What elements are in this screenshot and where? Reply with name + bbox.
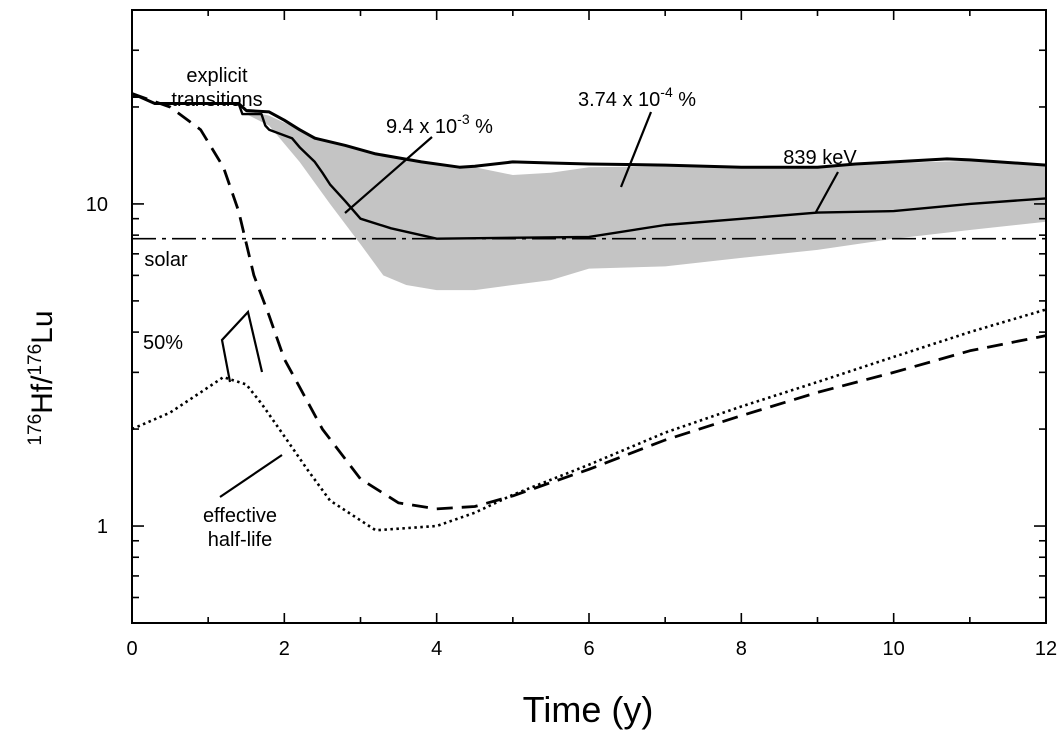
leader-pct1 xyxy=(344,136,433,214)
annotation-ehl-line-0: effective xyxy=(203,505,277,527)
uncertainty-band xyxy=(246,110,1047,291)
annotation-solar: solar xyxy=(144,249,188,271)
y-tick-label: 1 xyxy=(97,516,108,538)
x-tick-label: 4 xyxy=(431,638,442,660)
y-axis-title-sup2: 176 xyxy=(25,344,46,376)
annotation-pct2-base: 3.74 x 10 xyxy=(578,89,660,111)
annotation-pct1-base: 9.4 x 10 xyxy=(386,116,457,138)
x-tick-label: 10 xyxy=(883,638,905,660)
annotation-ehl-line-1: half-life xyxy=(208,529,272,551)
annotation-pct1-tail: % xyxy=(470,116,494,138)
series-line-0 xyxy=(132,95,1047,240)
leader-ehl xyxy=(219,454,283,498)
leader-fifty xyxy=(220,309,264,383)
series-layer xyxy=(131,92,1047,532)
series-line-2 xyxy=(131,92,1047,511)
axis-ticks xyxy=(132,10,1046,623)
y-tick-label: 10 xyxy=(86,194,108,216)
annotation-pct1: 9.4 x 10-3 % xyxy=(386,111,493,138)
series-line-1 xyxy=(131,92,1047,169)
x-tick-label: 12 xyxy=(1035,638,1057,660)
x-tick-label: 6 xyxy=(583,638,594,660)
annotation-kev: 839 keV xyxy=(783,147,857,169)
annotation-explicit-line-1: transitions xyxy=(171,89,262,111)
x-axis-title: Time (y) xyxy=(523,689,654,730)
x-tick-label: 0 xyxy=(126,638,137,660)
annotation-pct2-exp: -4 xyxy=(660,84,673,100)
uncertainty-band-layer xyxy=(246,110,1047,291)
annotation-fifty: 50% xyxy=(143,332,183,354)
x-tick-label: 8 xyxy=(736,638,747,660)
y-axis-title: 176Hf/176Lu xyxy=(25,310,59,445)
y-axis-title-part1: Hf/ xyxy=(26,375,59,414)
solar-label-backdrop xyxy=(140,249,193,271)
annotation-pct1-exp: -3 xyxy=(457,111,470,127)
annotation-pct2-tail: % xyxy=(673,89,697,111)
x-tick-label: 2 xyxy=(279,638,290,660)
tick-labels: 0 2 4 6 8 10 12 1 10 xyxy=(86,194,1057,660)
leader-kev xyxy=(815,171,839,213)
series-line-3 xyxy=(131,308,1047,532)
leader-lines xyxy=(140,111,839,498)
annotation-pct2: 3.74 x 10-4 % xyxy=(578,84,696,111)
y-axis-title-part2: Lu xyxy=(26,310,59,343)
annotation-explicit-line-0: explicit xyxy=(186,65,248,87)
leader-pct2 xyxy=(619,111,653,188)
y-axis-title-sup1: 176 xyxy=(25,414,46,446)
